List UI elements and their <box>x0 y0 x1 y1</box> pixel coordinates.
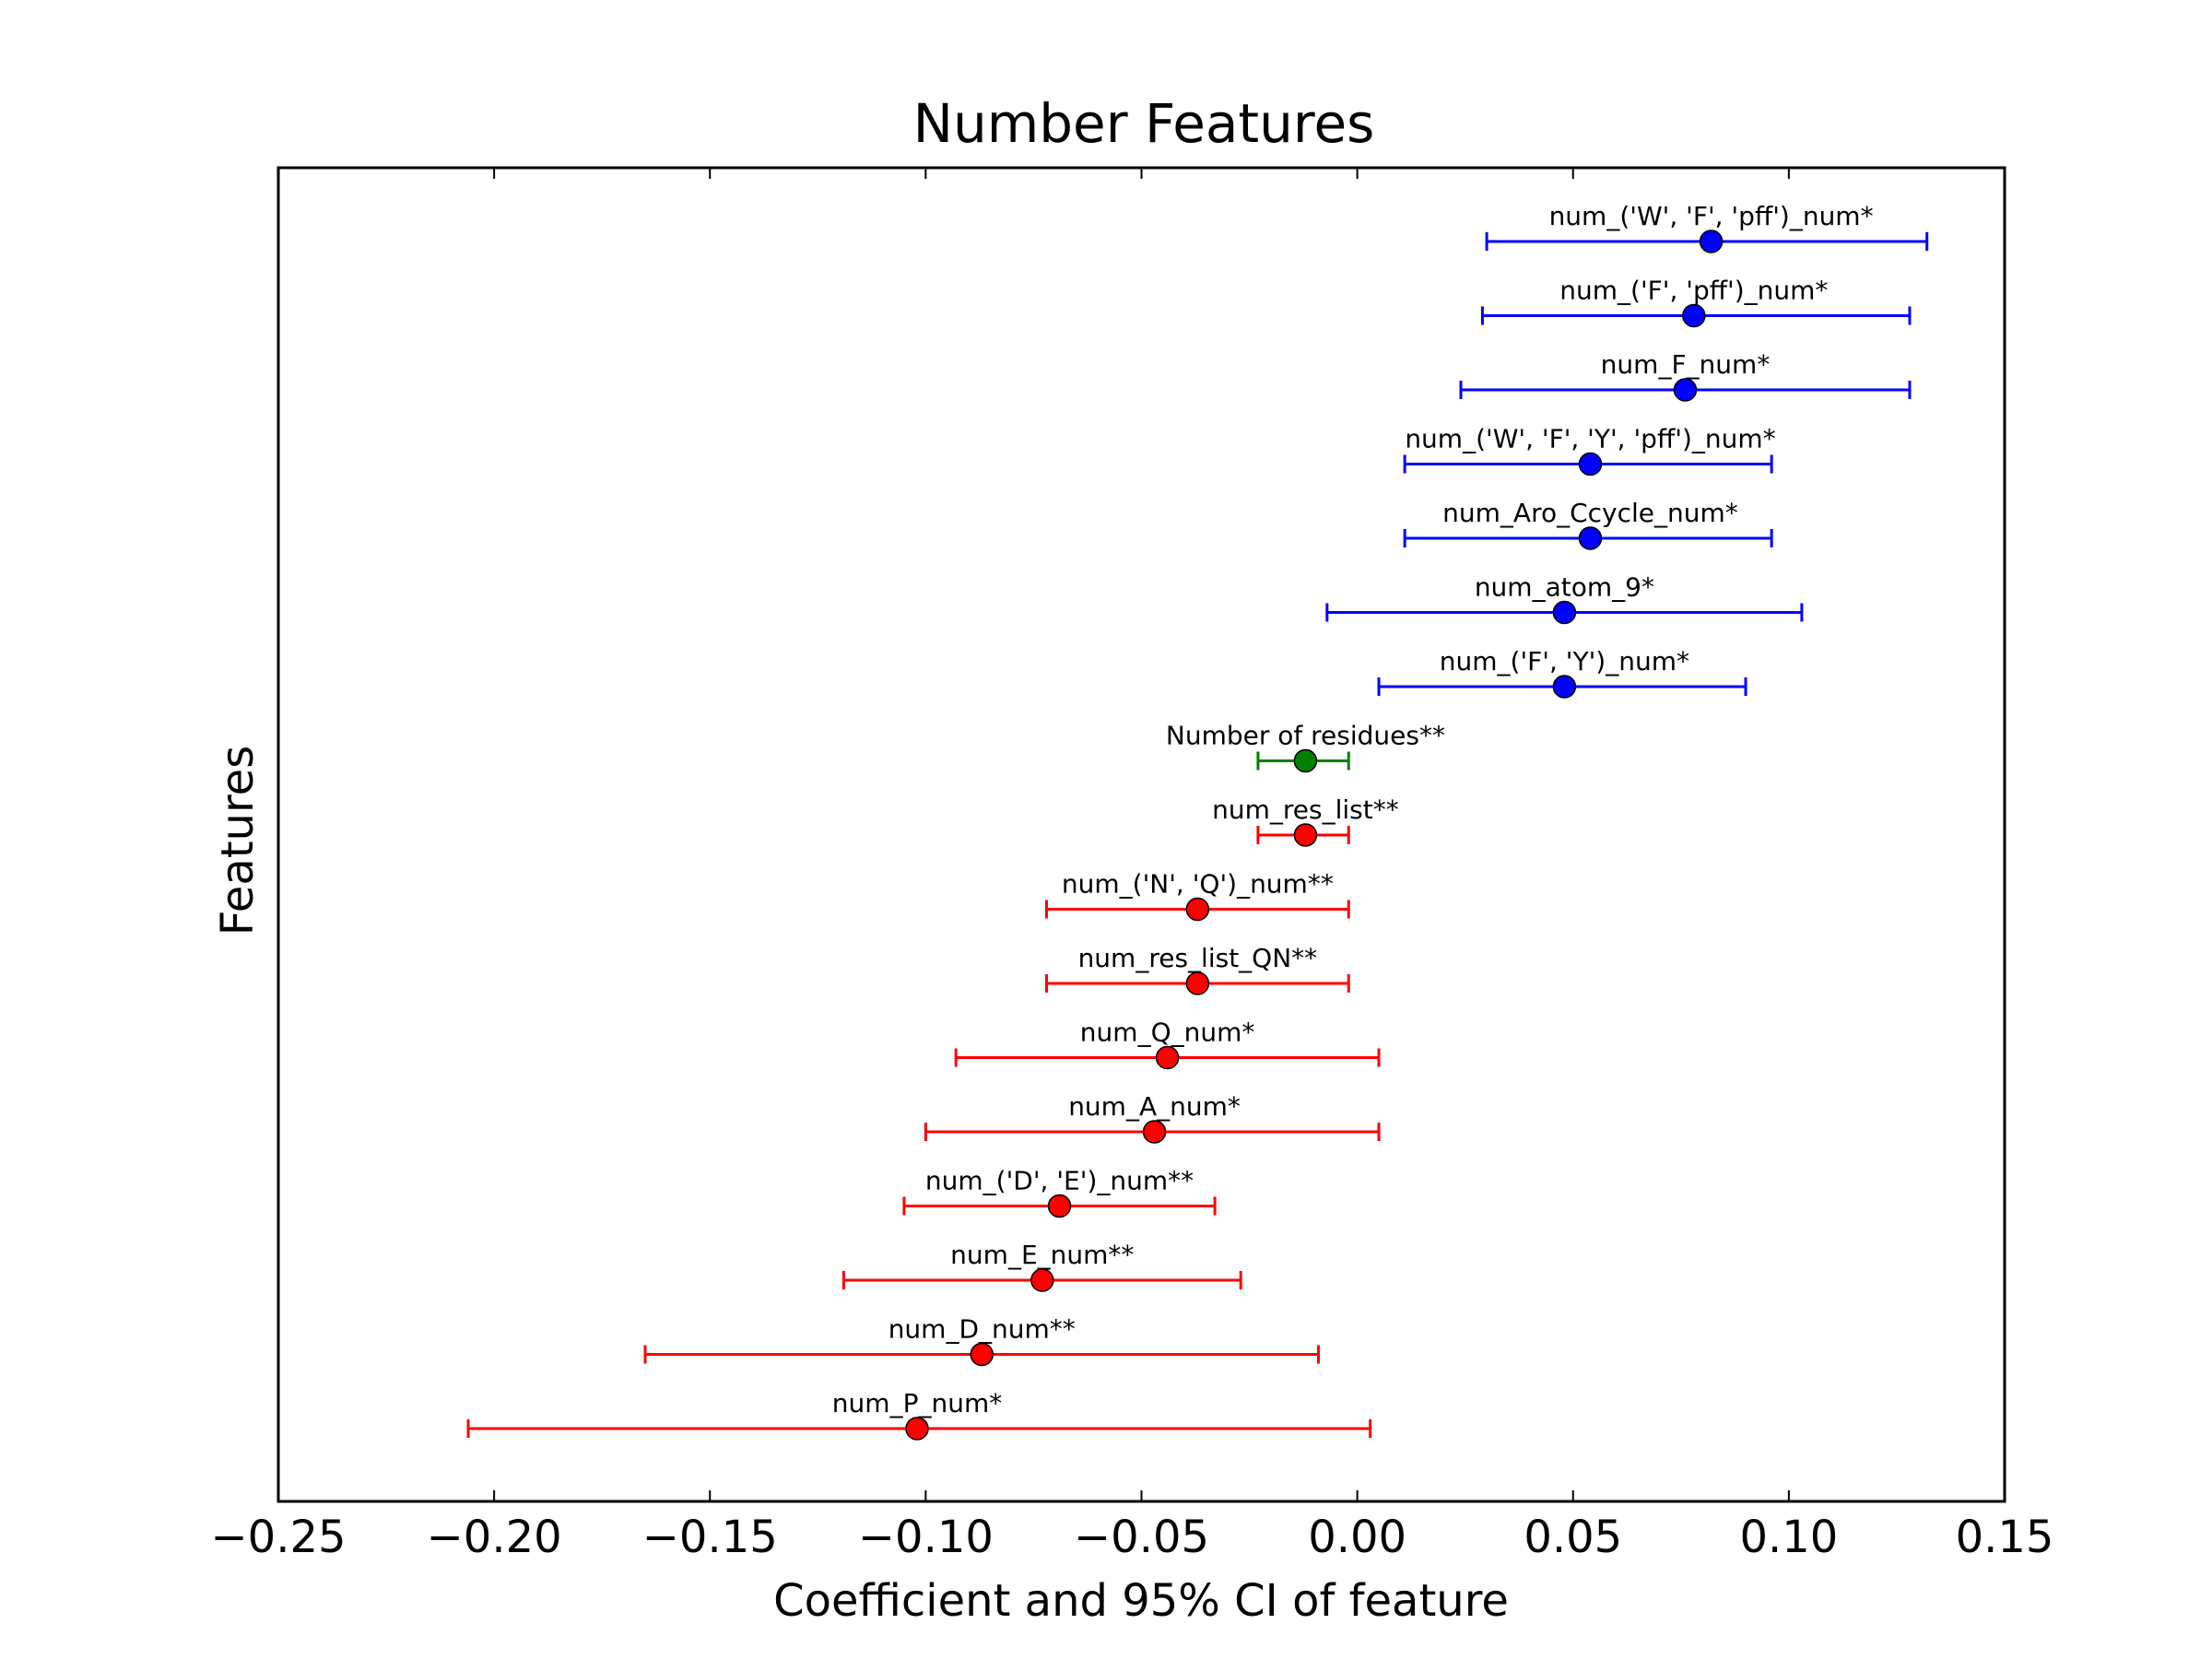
feature-point: Number of residues** <box>1166 721 1445 773</box>
x-axis: −0.25 −0.20 −0.15 −0.10 −0.05 0.00 0.05 0.10 0.1… <box>210 168 2053 1563</box>
feature-point: num_('N', 'Q')_num** <box>1044 869 1350 922</box>
feature-point: num_('W', 'F', 'pff')_num* <box>1485 201 1929 253</box>
coef-marker <box>1185 971 1210 995</box>
feature-label: num_('W', 'F', 'Y', 'pff')_num* <box>1405 424 1775 454</box>
feature-point: num_Aro_Ccycle_num* <box>1403 498 1773 550</box>
plot-points: num_('W', 'F', 'pff')_num* num_('F', 'pff… <box>466 201 1929 1441</box>
coef-marker <box>970 1342 994 1367</box>
feature-point: num_res_list** <box>1212 794 1399 847</box>
feature-label: num_E_num** <box>950 1240 1134 1270</box>
feature-label: num_F_num* <box>1601 349 1771 380</box>
coef-marker <box>1293 748 1318 773</box>
coef-marker <box>1047 1194 1072 1218</box>
feature-label: Number of residues** <box>1166 721 1445 751</box>
feature-point: num_('D', 'E')_num** <box>902 1166 1217 1218</box>
coef-marker <box>1673 378 1698 402</box>
x-tick-label: 0.10 <box>1739 1512 1838 1563</box>
coef-marker <box>905 1417 929 1441</box>
x-tick-label: −0.10 <box>858 1512 994 1563</box>
x-tick-label: 0.15 <box>1956 1512 2054 1563</box>
feature-point: num_A_num* <box>924 1091 1381 1144</box>
feature-label: num_A_num* <box>1068 1091 1241 1122</box>
feature-point: num_res_list_QN** <box>1044 943 1350 995</box>
feature-label: num_Q_num* <box>1080 1018 1255 1048</box>
x-tick-label: 0.05 <box>1524 1512 1622 1563</box>
feature-label: num_('N', 'Q')_num** <box>1062 869 1334 900</box>
coef-marker <box>1552 675 1577 699</box>
feature-point: num_Q_num* <box>954 1018 1381 1070</box>
feature-point: num_E_num** <box>841 1240 1242 1292</box>
feature-label: num_('F', 'Y')_num* <box>1440 646 1689 677</box>
x-tick-label: 0.00 <box>1308 1512 1406 1563</box>
coef-marker <box>1155 1045 1180 1070</box>
chart-title: Number Features <box>913 92 1375 155</box>
feature-point: num_P_num* <box>466 1388 1372 1441</box>
coef-marker <box>1030 1268 1054 1292</box>
feature-label: num_atom_9* <box>1475 572 1654 603</box>
feature-point: num_atom_9* <box>1325 572 1804 625</box>
x-tick-label: −0.05 <box>1074 1512 1209 1563</box>
coef-marker <box>1699 229 1724 253</box>
feature-label: num_Aro_Ccycle_num* <box>1442 498 1738 528</box>
feature-label: num_('F', 'pff')_num* <box>1559 276 1828 306</box>
coef-marker <box>1578 526 1603 550</box>
coef-marker <box>1552 600 1577 625</box>
feature-point: num_D_num** <box>643 1314 1320 1367</box>
feature-point: num_('W', 'F', 'Y', 'pff')_num* <box>1403 424 1776 477</box>
x-tick-label: −0.20 <box>427 1512 562 1563</box>
coef-marker <box>1142 1120 1167 1144</box>
coef-marker <box>1293 823 1318 847</box>
plot-area-frame <box>276 166 2006 1503</box>
feature-label: num_('W', 'F', 'pff')_num* <box>1549 201 1874 231</box>
feature-label: num_res_list** <box>1212 794 1399 825</box>
x-tick-label: −0.25 <box>210 1512 346 1563</box>
feature-point: num_F_num* <box>1459 349 1912 402</box>
feature-label: num_res_list_QN** <box>1078 943 1318 973</box>
feature-point: num_('F', 'Y')_num* <box>1377 646 1747 699</box>
x-axis-label: Coefficient and 95% CI of feature <box>773 1575 1509 1627</box>
coef-marker <box>1682 303 1706 328</box>
feature-label: num_D_num** <box>888 1314 1076 1345</box>
coef-marker <box>1185 897 1210 922</box>
x-tick-label: −0.15 <box>642 1512 778 1563</box>
feature-label: num_P_num* <box>832 1388 1002 1418</box>
y-axis-label: Features <box>212 746 264 935</box>
feature-label: num_('D', 'E')_num** <box>925 1166 1194 1196</box>
feature-point: num_('F', 'pff')_num* <box>1480 276 1912 328</box>
coef-marker <box>1578 452 1603 477</box>
